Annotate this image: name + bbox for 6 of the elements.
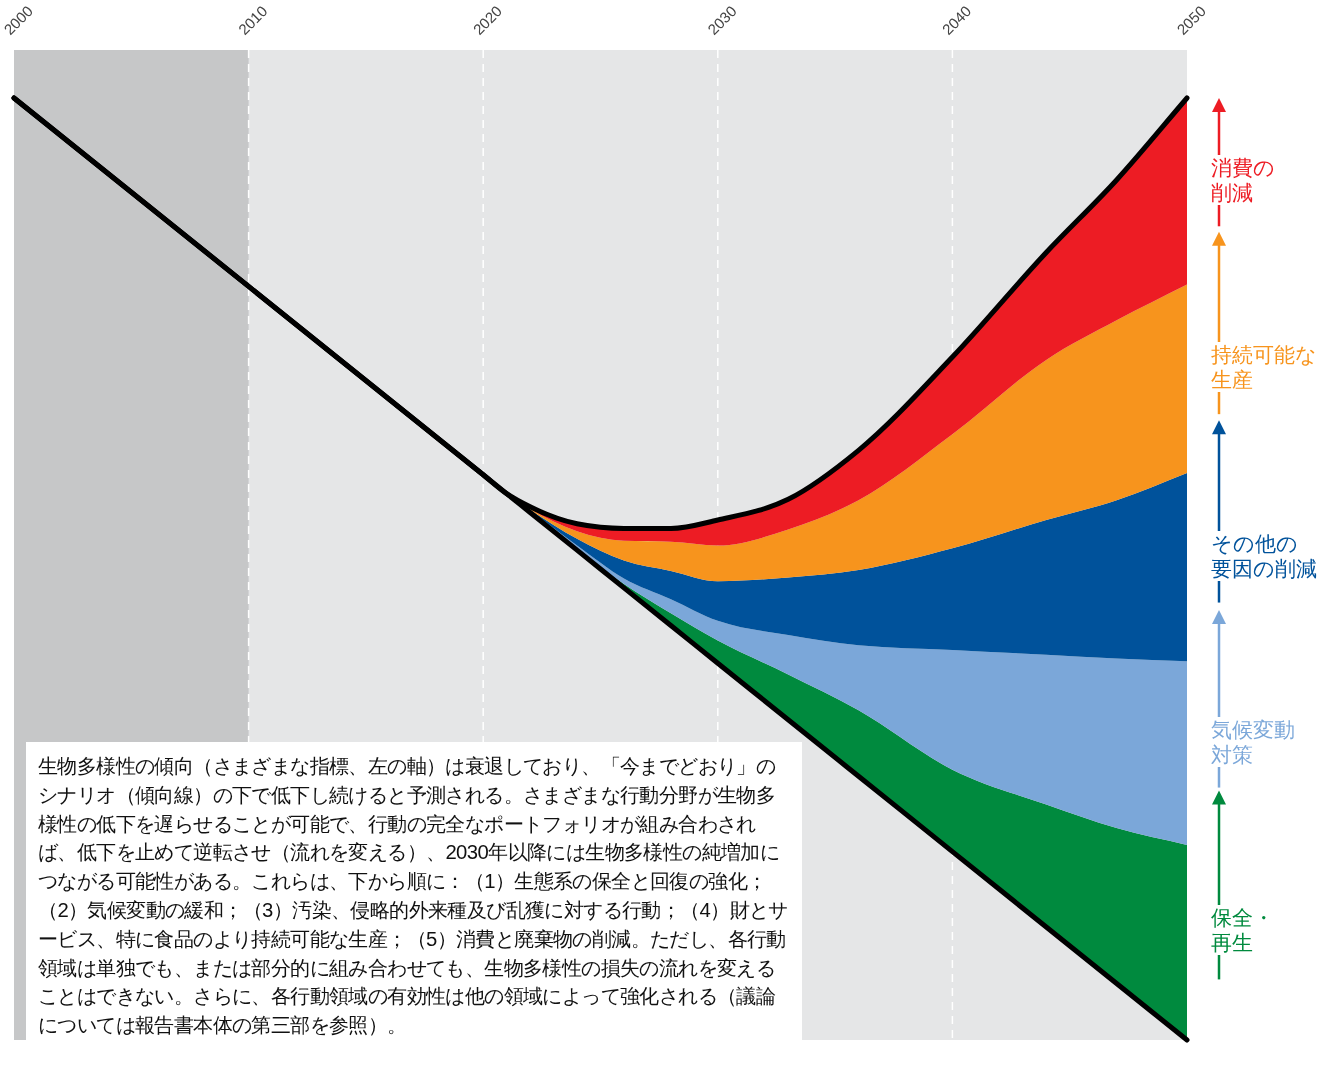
series-label: 気候変動対策 xyxy=(1211,717,1297,768)
series-label: 消費の削減 xyxy=(1211,155,1276,205)
series-label: 保全・再生 xyxy=(1211,905,1276,956)
text: 生物多様性の傾向（さまざまな指標、左の軸）は衰退しており、「今までどおり」のシナリオ（傾向線）の下で低下し続けると予測される。さまざまな行動分野が生物多様性の低下を遅らせることが可能で、行動の完全なポートフォリオが組み合わされば、低下を止めて逆転させ（流れを変える）、2030年以降には生物多様性の純増加につながる可能性がある。これらは、下から順に：（1）生態系の保全と回復の強化；（2）気候変動の緩和；（3）汚染、侵略的外来種及び乱獲に対する行動；（4）財とサービス、特に食品のより持続可能な生産；（5）消費と廃棄物の削減。ただし、各行動領域は単独でも、または部分的に組み合わせても、生物多様性の損失の流れを変えることはできない。さらに、各行動領域の有効性は他の領域によって強化される（議論については報告書本体の第三部を参照）。 xyxy=(38,755,788,1037)
series-label: 持続可能な生産 xyxy=(1211,342,1318,393)
series-label: その他の要因の削減 xyxy=(1211,530,1318,581)
